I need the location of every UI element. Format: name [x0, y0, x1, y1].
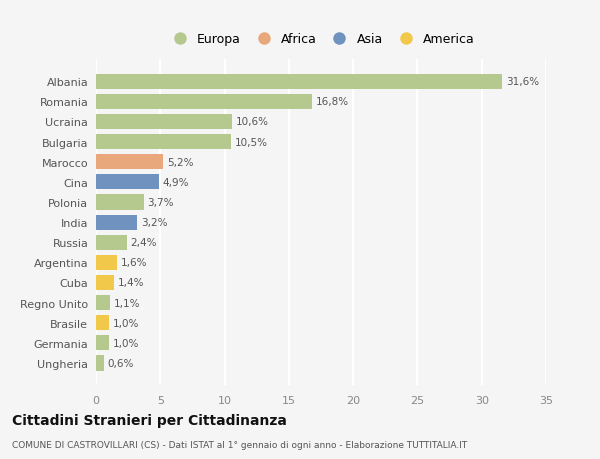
Text: 1,0%: 1,0%	[113, 318, 139, 328]
Bar	[96, 135, 231, 150]
Bar	[96, 155, 163, 170]
Text: 5,2%: 5,2%	[167, 157, 193, 168]
Text: 3,7%: 3,7%	[148, 197, 174, 207]
Bar	[96, 115, 232, 130]
Bar	[96, 74, 502, 90]
Text: COMUNE DI CASTROVILLARI (CS) - Dati ISTAT al 1° gennaio di ogni anno - Elaborazi: COMUNE DI CASTROVILLARI (CS) - Dati ISTA…	[12, 441, 467, 449]
Bar	[96, 235, 127, 250]
Text: 1,1%: 1,1%	[114, 298, 140, 308]
Bar	[96, 315, 109, 330]
Text: 10,6%: 10,6%	[236, 117, 269, 127]
Bar	[96, 255, 116, 270]
Bar	[96, 175, 159, 190]
Bar	[96, 195, 143, 210]
Legend: Europa, Africa, Asia, America: Europa, Africa, Asia, America	[167, 34, 475, 46]
Bar	[96, 95, 312, 110]
Text: Cittadini Stranieri per Cittadinanza: Cittadini Stranieri per Cittadinanza	[12, 414, 287, 428]
Text: 1,0%: 1,0%	[113, 338, 139, 348]
Bar	[96, 336, 109, 351]
Text: 10,5%: 10,5%	[235, 137, 268, 147]
Bar	[96, 356, 104, 371]
Text: 0,6%: 0,6%	[107, 358, 134, 368]
Text: 3,2%: 3,2%	[141, 218, 167, 228]
Text: 31,6%: 31,6%	[506, 77, 539, 87]
Text: 4,9%: 4,9%	[163, 178, 190, 187]
Text: 1,6%: 1,6%	[121, 258, 147, 268]
Text: 16,8%: 16,8%	[316, 97, 349, 107]
Text: 1,4%: 1,4%	[118, 278, 145, 288]
Bar	[96, 296, 110, 310]
Bar	[96, 215, 137, 230]
Text: 2,4%: 2,4%	[131, 238, 157, 248]
Bar	[96, 275, 114, 291]
